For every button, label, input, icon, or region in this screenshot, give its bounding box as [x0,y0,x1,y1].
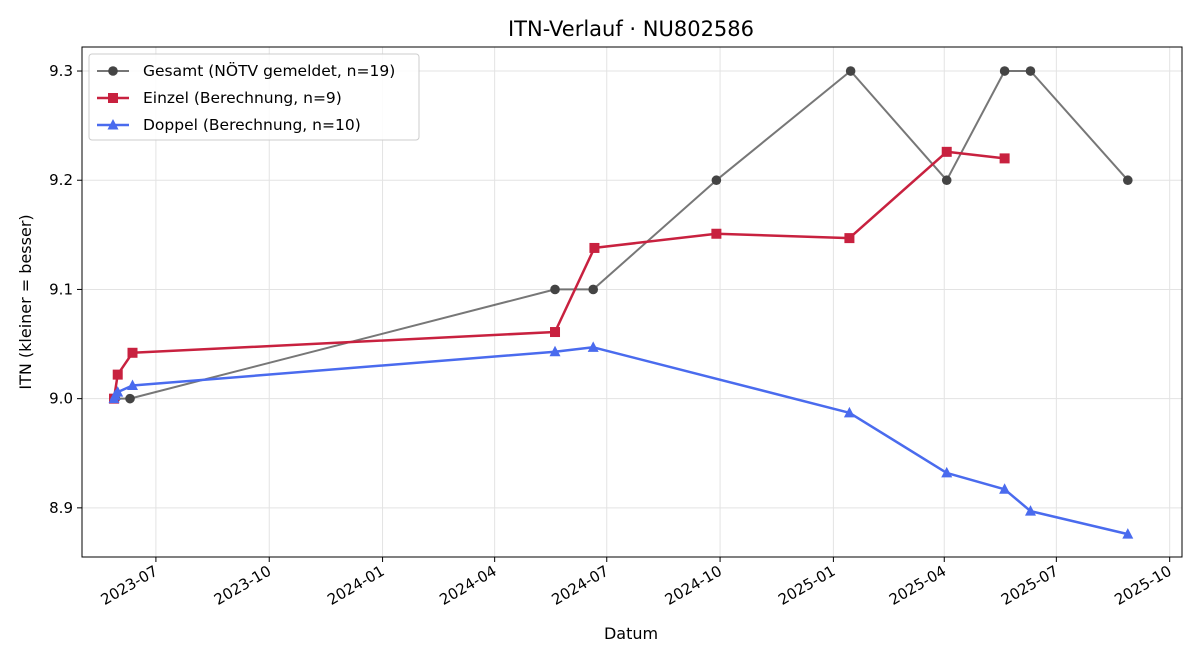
x-tick-label: 2025-10 [1111,562,1174,609]
x-tick-label: 2025-04 [886,562,949,609]
data-point-einzel [711,228,722,239]
y-axis-label: ITN (kleiner = besser) [16,214,35,389]
x-tick-label: 2023-07 [98,562,161,609]
data-point-doppel [1122,528,1134,539]
legend: Gesamt (NÖTV gemeldet, n=19) Einzel (Bere… [88,53,420,141]
y-tick-label: 8.9 [49,499,73,517]
series-layer [108,66,1134,539]
legend-label-doppel: Doppel (Berechnung, n=10) [143,116,361,134]
data-point-einzel [550,327,561,338]
data-point-einzel [941,146,952,157]
data-point-einzel [844,233,855,244]
data-point-gesamt [999,66,1010,76]
series-doppel [108,341,1134,539]
x-tick-label: 2024-01 [324,562,387,609]
data-point-gesamt [1123,175,1133,186]
data-point-gesamt [588,284,598,295]
legend-label-gesamt: Gesamt (NÖTV gemeldet, n=19) [143,61,395,80]
series-line-doppel [112,346,1129,536]
x-tick-label: 2024-04 [436,562,499,609]
data-point-doppel [127,379,139,391]
grid [82,47,1182,557]
y-tick-label: 9.1 [49,280,73,298]
x-tick-label: 2023-10 [211,562,274,609]
x-tick-label: 2025-01 [775,562,838,609]
data-point-einzel [127,347,138,358]
data-point-doppel [587,341,599,352]
y-tick-label: 9.0 [49,390,73,408]
data-point-einzel [999,153,1010,164]
data-point-gesamt [845,66,856,76]
data-point-gesamt [941,175,952,186]
data-point-gesamt [125,393,135,404]
legend-marker-doppel [107,119,119,130]
data-point-einzel [112,369,123,380]
series-line-einzel [112,150,1005,399]
y-tick-label: 9.3 [49,62,73,80]
data-point-gesamt [550,284,560,295]
legend-box [88,53,420,141]
legend-marker-einzel [108,93,118,103]
data-point-doppel [843,406,855,418]
series-einzel [109,146,1010,404]
data-point-doppel [1024,505,1036,516]
data-point-gesamt [1025,66,1036,76]
data-point-doppel [112,386,124,397]
x-axis-label: Datum [604,624,658,643]
legend-marker-gesamt [108,66,118,76]
x-tick-label: 2024-07 [548,562,611,609]
chart-title: ITN-Verlauf · NU802586 [508,17,754,41]
x-tick-label: 2024-10 [662,562,725,609]
axis-ticks: 2023-07 2023-10 2024-01 2024-04 2024-07 2024-… [49,62,1175,609]
data-point-doppel [941,466,953,478]
legend-label-einzel: Einzel (Berechnung, n=9) [143,89,342,107]
data-point-gesamt [711,175,722,186]
data-point-doppel [549,345,561,357]
x-tick-label: 2025-07 [998,562,1061,609]
y-tick-label: 9.2 [49,171,73,189]
plot-frame [81,46,1183,558]
data-point-einzel [589,242,600,253]
data-point-doppel [999,483,1011,494]
